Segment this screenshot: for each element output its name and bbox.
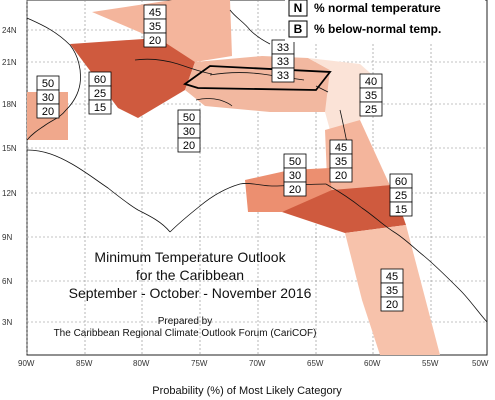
prob-value-below: 25 xyxy=(365,104,377,116)
prob-value-below: 20 xyxy=(289,184,301,196)
prob-value-normal: 25 xyxy=(94,88,106,100)
prob-value-normal: 25 xyxy=(395,190,407,202)
legend-letter: N xyxy=(294,1,303,15)
prob-box-belize: 50 30 20 xyxy=(36,75,60,119)
title-block: Minimum Temperature Outlook for the Cari… xyxy=(54,249,317,339)
legend-item-below: B % below-normal temp. xyxy=(288,20,441,38)
lon-label: 60W xyxy=(364,359,381,368)
legend-letter: B xyxy=(294,22,303,36)
prob-value-above: 60 xyxy=(94,74,106,86)
lon-label: 50W xyxy=(472,359,489,368)
prob-value-above: 45 xyxy=(335,142,347,154)
credit-line: Prepared by xyxy=(158,316,212,327)
region-trinidad-tobago xyxy=(282,185,406,233)
legend: N % normal temperature B % below-normal … xyxy=(285,0,485,42)
lat-label: 12N xyxy=(2,189,17,198)
map-caption: Probability (%) of Most Likely Category xyxy=(152,385,342,397)
lon-label: 90W xyxy=(18,359,35,368)
lon-label: 80W xyxy=(133,359,150,368)
prob-value-above: 60 xyxy=(395,176,407,188)
region-greater-antilles xyxy=(185,56,330,112)
prob-box-cayman-jamaica: 60 25 15 xyxy=(88,71,112,115)
lat-label: 24N xyxy=(2,26,17,35)
greater-antilles-outline xyxy=(183,65,332,91)
lat-label: 9N xyxy=(2,233,12,242)
lon-labels: 90W 85W 80W 75W 70W 65W 60W 55W 50W xyxy=(18,359,489,368)
prob-value-normal: 35 xyxy=(335,156,347,168)
lat-label: 3N xyxy=(2,318,12,327)
prob-value-above: 45 xyxy=(386,271,398,283)
title-line: September - October - November 2016 xyxy=(69,285,312,301)
lon-label: 55W xyxy=(422,359,439,368)
legend-label: % below-normal temp. xyxy=(314,22,441,36)
region-cayman-jamaica xyxy=(70,38,195,118)
prob-box-bahamas: 45 35 20 xyxy=(143,4,167,48)
prob-value-below: 20 xyxy=(183,140,195,152)
lat-label: 21N xyxy=(2,58,17,67)
lat-labels: 24N 21N 18N 15N 12N 9N 6N 3N xyxy=(2,26,17,327)
prob-value-normal: 30 xyxy=(42,92,54,104)
coastlines xyxy=(26,9,488,323)
prob-value-above: 45 xyxy=(149,7,161,19)
prob-value-below: 15 xyxy=(94,102,106,114)
prob-box-trinidad-tobago: 60 25 15 xyxy=(389,173,413,217)
lat-label: 15N xyxy=(2,144,17,153)
title-line: Minimum Temperature Outlook xyxy=(94,249,286,265)
lon-label: 75W xyxy=(191,359,208,368)
prob-value-above: 50 xyxy=(42,78,54,90)
prob-value-normal: 30 xyxy=(183,126,195,138)
prob-value-normal: 35 xyxy=(149,21,161,33)
legend-item-normal: N % normal temperature xyxy=(288,0,441,17)
lat-label: 6N xyxy=(2,277,12,286)
prob-value-below: 33 xyxy=(277,70,289,82)
lon-label: 85W xyxy=(76,359,93,368)
prob-box-abc-islands: 50 30 20 xyxy=(283,153,307,197)
prob-value-below: 15 xyxy=(395,204,407,216)
lon-label: 65W xyxy=(307,359,324,368)
prob-value-below: 20 xyxy=(386,299,398,311)
prob-value-above: 50 xyxy=(289,156,301,168)
prob-box-greater-antilles: 33 33 33 xyxy=(271,39,295,83)
credit-line: The Caribbean Regional Climate Outlook F… xyxy=(54,328,317,339)
prob-box-northern-lesser-antilles: 40 35 25 xyxy=(359,73,383,117)
prob-value-above: 50 xyxy=(183,112,195,124)
legend-label: % normal temperature xyxy=(314,1,441,15)
prob-value-normal: 33 xyxy=(277,56,289,68)
title-line: for the Caribbean xyxy=(136,267,244,283)
prob-value-below: 20 xyxy=(42,106,54,118)
prob-box-eastern-caribbean: 45 35 20 xyxy=(329,139,353,183)
prob-value-above: 33 xyxy=(277,42,289,54)
prob-value-above: 40 xyxy=(365,76,377,88)
prob-value-below: 20 xyxy=(335,170,347,182)
prob-value-normal: 30 xyxy=(289,170,301,182)
prob-value-below: 20 xyxy=(149,35,161,47)
prob-value-normal: 35 xyxy=(365,90,377,102)
prob-box-central-caribbean: 50 30 20 xyxy=(177,109,201,153)
prob-box-guianas: 45 35 20 xyxy=(380,268,404,312)
lat-label: 18N xyxy=(2,100,17,109)
prob-value-normal: 35 xyxy=(386,285,398,297)
lon-label: 70W xyxy=(249,359,266,368)
